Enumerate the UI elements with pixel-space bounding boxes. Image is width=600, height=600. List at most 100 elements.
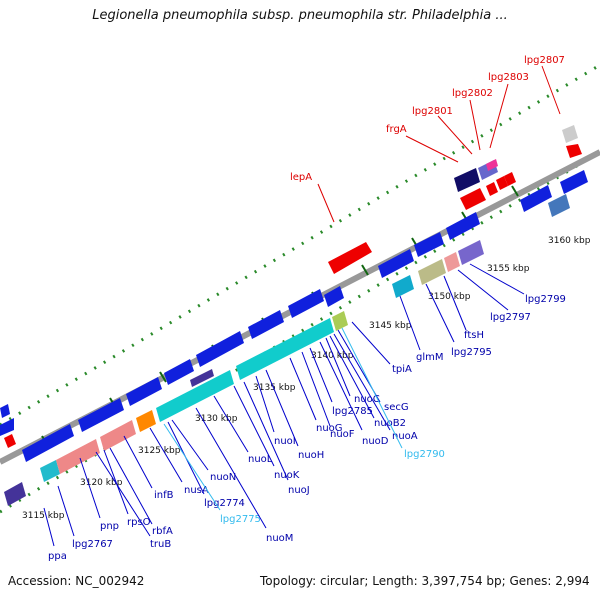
- gene-label-nuoM[interactable]: nuoM: [266, 533, 293, 544]
- gene-label-glmM[interactable]: glmM: [416, 352, 444, 363]
- gene-arrow[interactable]: [486, 182, 498, 196]
- gene-block[interactable]: [136, 410, 156, 432]
- callout-line: [443, 275, 467, 331]
- scale-label: 3115 kbp: [22, 511, 65, 521]
- gene-label-nuoH[interactable]: nuoH: [298, 450, 324, 461]
- callout-line: [437, 115, 473, 155]
- gene-label-nuoK[interactable]: nuoK: [274, 470, 300, 481]
- gene-block[interactable]: [418, 259, 446, 285]
- gene-arrow[interactable]: [22, 424, 74, 462]
- gene-label-nuoA[interactable]: nuoA: [392, 431, 418, 442]
- scale-label: 3135 kbp: [253, 383, 296, 393]
- callout-line: [123, 435, 153, 489]
- gene-label-lpg2807[interactable]: lpg2807: [524, 55, 565, 66]
- gene-label-nuoD[interactable]: nuoD: [362, 436, 389, 447]
- callout-line: [233, 385, 275, 467]
- gene-label-pnp[interactable]: pnp: [100, 521, 119, 532]
- gene-arrow[interactable]: [504, 172, 516, 186]
- gene-block[interactable]: [56, 439, 100, 474]
- gene-label-lpg2801[interactable]: lpg2801: [412, 106, 453, 117]
- gene-block[interactable]: [444, 252, 460, 272]
- gene-arrow[interactable]: [324, 286, 344, 307]
- callout-line: [79, 457, 101, 519]
- gene-label-nuoL[interactable]: nuoL: [248, 454, 273, 465]
- gene-block[interactable]: [548, 194, 570, 217]
- gene-label-nuoF[interactable]: nuoF: [330, 429, 355, 440]
- scale-label: 3125 kbp: [138, 446, 181, 456]
- gene-arrow[interactable]: [378, 249, 414, 278]
- gene-label-lpg2799[interactable]: lpg2799: [525, 294, 566, 305]
- gene-label-rbfA[interactable]: rbfA: [152, 526, 173, 537]
- gene-block[interactable]: [236, 318, 334, 380]
- gene-arrow[interactable]: [566, 144, 582, 158]
- gene-label-rpsO[interactable]: rpsO: [127, 517, 151, 528]
- accession-label: Accession: NC_002942: [8, 574, 145, 588]
- gene-label-truB[interactable]: truB: [150, 539, 171, 550]
- gene-arrow[interactable]: [196, 331, 244, 367]
- gene-label-tpiA[interactable]: tpiA: [392, 364, 412, 375]
- callout-line: [309, 347, 333, 403]
- gene-block[interactable]: [392, 275, 414, 298]
- gene-label-infB[interactable]: infB: [154, 490, 174, 501]
- gene-label-nuoI[interactable]: nuoI: [274, 436, 296, 447]
- gene-label-nuoN[interactable]: nuoN: [210, 472, 236, 483]
- gene-arrow[interactable]: [460, 188, 486, 210]
- callout-line: [351, 321, 391, 365]
- gene-label-lpg2803[interactable]: lpg2803: [488, 72, 529, 83]
- dotted-guide-upper: [0, 63, 600, 427]
- gene-label-lpg2790[interactable]: lpg2790: [404, 449, 445, 460]
- callout-line: [469, 263, 525, 295]
- gene-arrow[interactable]: [0, 404, 10, 418]
- gene-arrow[interactable]: [414, 232, 444, 257]
- gene-arrow[interactable]: [126, 377, 162, 406]
- gene-label-nuoG[interactable]: nuoG: [316, 423, 343, 434]
- gene-block[interactable]: [332, 311, 348, 331]
- gene-label-lpg2767[interactable]: lpg2767: [72, 539, 113, 550]
- gene-label-frgA[interactable]: frgA: [386, 124, 407, 135]
- scale-label: 3150 kbp: [428, 292, 471, 302]
- gene-label-lpg2785[interactable]: lpg2785: [332, 406, 373, 417]
- reverse-strand-genes: [0, 170, 588, 462]
- callout-line: [489, 83, 509, 149]
- gene-label-nuoJ[interactable]: nuoJ: [288, 485, 310, 496]
- callout-line: [43, 507, 55, 547]
- gene-arrow[interactable]: [0, 418, 14, 436]
- forward-strand-genes: [4, 125, 582, 448]
- scale-label: 3145 kbp: [369, 321, 412, 331]
- dotted-guide-lower: [0, 150, 600, 514]
- gene-label-lpg2797[interactable]: lpg2797: [490, 312, 531, 323]
- gene-block[interactable]: [4, 482, 26, 506]
- gene-block[interactable]: [458, 240, 484, 265]
- gene-label-lpg2802[interactable]: lpg2802: [452, 88, 493, 99]
- gene-label-secG[interactable]: secG: [384, 402, 409, 413]
- gene-arrow[interactable]: [248, 310, 284, 339]
- gene-arrow-lepA[interactable]: [328, 242, 372, 274]
- gene-arrow[interactable]: [164, 359, 194, 385]
- callout-line: [317, 183, 335, 223]
- gene-label-ppa[interactable]: ppa: [48, 551, 67, 562]
- gene-label-lpg2775[interactable]: lpg2775: [220, 514, 261, 525]
- gene-block[interactable]: [156, 370, 234, 422]
- gene-block[interactable]: [486, 159, 498, 171]
- gene-arrow[interactable]: [496, 176, 508, 190]
- gene-label-lepA[interactable]: lepA: [290, 172, 312, 183]
- callout-line: [103, 449, 129, 515]
- gene-block[interactable]: [562, 125, 578, 143]
- gene-label-nuoC[interactable]: nuoC: [354, 394, 380, 405]
- gene-label-lpg2795[interactable]: lpg2795: [451, 347, 492, 358]
- gene-block[interactable]: [190, 369, 214, 387]
- gene-block[interactable]: [40, 460, 60, 482]
- gene-block[interactable]: [100, 420, 136, 451]
- gene-arrow[interactable]: [4, 434, 16, 448]
- gene-arrow[interactable]: [446, 212, 480, 240]
- gene-label-ftsH[interactable]: ftsH: [464, 330, 484, 341]
- gene-label-lpg2774[interactable]: lpg2774: [204, 498, 245, 509]
- scale-label: 3130 kbp: [195, 414, 238, 424]
- callout-line: [333, 333, 391, 431]
- gene-arrow[interactable]: [560, 170, 588, 194]
- gene-arrow[interactable]: [288, 289, 324, 318]
- gene-label-nusA[interactable]: nusA: [184, 485, 209, 496]
- gene-arrow[interactable]: [520, 185, 552, 212]
- gene-arrow[interactable]: [78, 398, 124, 432]
- gene-block[interactable]: [454, 168, 480, 192]
